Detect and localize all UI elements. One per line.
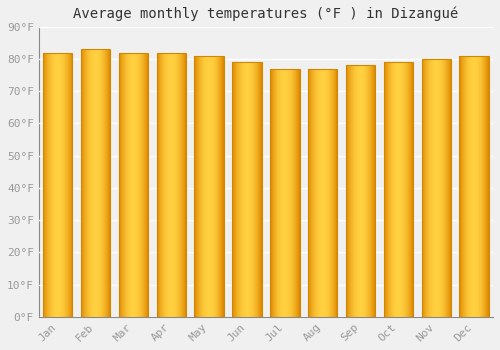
Bar <box>384 62 413 317</box>
Bar <box>460 56 489 317</box>
Bar <box>81 49 110 317</box>
Bar <box>422 59 451 317</box>
Bar <box>270 69 300 317</box>
Title: Average monthly temperatures (°F ) in Dizangué: Average monthly temperatures (°F ) in Di… <box>74 7 458 21</box>
Bar <box>156 52 186 317</box>
Bar <box>194 56 224 317</box>
Bar <box>43 52 72 317</box>
Bar <box>232 62 262 317</box>
Bar <box>308 69 338 317</box>
Bar <box>118 52 148 317</box>
Bar <box>346 65 376 317</box>
